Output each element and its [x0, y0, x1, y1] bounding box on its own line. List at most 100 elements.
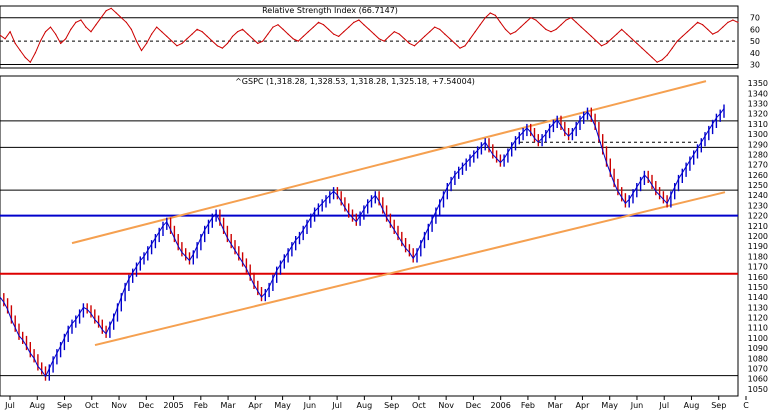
- x-tick-label: Dec: [466, 401, 481, 410]
- rsi-point: [515, 31, 517, 33]
- rsi-point: [216, 45, 218, 47]
- rsi-point: [474, 31, 476, 33]
- rsi-point: [383, 40, 385, 42]
- rsi-point: [0, 34, 1, 36]
- price-y-tick-label: 1140: [748, 293, 768, 302]
- price-y-tick-label: 1160: [748, 273, 768, 282]
- rsi-point: [469, 38, 471, 40]
- rsi-point: [621, 28, 623, 30]
- rsi-point: [666, 54, 668, 56]
- price-y-tick-label: 1350: [748, 79, 768, 88]
- rsi-point: [115, 12, 117, 14]
- rsi-point: [600, 45, 603, 47]
- rsi-point: [378, 38, 380, 40]
- trend-channel-line: [94, 191, 726, 347]
- rsi-point: [575, 21, 577, 23]
- rsi-point: [550, 31, 552, 33]
- rsi-point: [201, 31, 203, 33]
- price-layer: [0, 80, 738, 381]
- rsi-point: [626, 33, 628, 35]
- rsi-point: [95, 24, 97, 26]
- x-tick-label: Nov: [438, 401, 454, 410]
- price-y-tick-label: 1260: [748, 171, 768, 180]
- rsi-point: [358, 19, 360, 21]
- rsi-point: [408, 42, 410, 45]
- rsi-point: [555, 28, 557, 30]
- rsi-point: [70, 28, 72, 30]
- price-y-tick-label: 1280: [748, 150, 768, 159]
- x-tick-label: Apr: [248, 401, 263, 410]
- price-y-tick-label: 1120: [748, 314, 768, 323]
- x-tick-label: Feb: [521, 401, 535, 410]
- x-tick-label: Jul: [658, 401, 669, 410]
- rsi-point: [530, 17, 532, 19]
- price-y-tick-label: 1240: [748, 191, 768, 200]
- rsi-point: [14, 42, 16, 45]
- rsi-point: [413, 45, 416, 47]
- rsi-point: [611, 38, 613, 40]
- rsi-point: [479, 24, 481, 26]
- rsi-point: [702, 24, 704, 26]
- rsi-point: [338, 35, 340, 38]
- rsi-point: [100, 17, 102, 19]
- rsi-point: [90, 31, 92, 33]
- rsi-point: [656, 61, 658, 63]
- price-y-tick-label: 1130: [748, 303, 768, 312]
- price-y-tick-label: 1290: [748, 140, 768, 149]
- rsi-point: [570, 17, 572, 19]
- rsi-point: [509, 33, 512, 35]
- rsi-point: [4, 38, 6, 40]
- price-y-tick-label: 1270: [748, 161, 768, 170]
- rsi-point: [646, 52, 648, 54]
- rsi-point: [459, 47, 461, 49]
- price-y-tick-label: 1050: [748, 385, 768, 394]
- rsi-point: [85, 26, 87, 28]
- rsi-point: [535, 19, 537, 21]
- rsi-point: [661, 59, 663, 61]
- axis-layer: 3040506070105010601070108010901100111011…: [4, 14, 768, 410]
- rsi-point: [565, 19, 567, 21]
- rsi-y-tick-label: 40: [750, 49, 760, 58]
- rsi-point: [439, 28, 441, 30]
- rsi-point: [262, 40, 264, 42]
- rsi-point: [388, 35, 390, 38]
- rsi-point: [328, 28, 330, 30]
- rsi-point: [686, 31, 689, 33]
- rsi-point: [231, 35, 234, 38]
- rsi-point: [297, 40, 299, 42]
- x-tick-label: May: [601, 401, 618, 410]
- rsi-point: [226, 42, 229, 45]
- rsi-point: [24, 56, 26, 59]
- rsi-point: [110, 7, 112, 9]
- x-tick-label: Dec: [139, 401, 154, 410]
- rsi-point: [181, 42, 183, 45]
- x-tick-label: Aug: [357, 401, 373, 410]
- rsi-point: [196, 28, 198, 30]
- rsi-point: [333, 33, 335, 35]
- rsi-point: [348, 26, 350, 28]
- x-tick-label: C: [743, 401, 749, 410]
- x-tick-label: Jul: [4, 401, 15, 410]
- trend-channel-line: [71, 80, 707, 245]
- rsi-point: [484, 17, 486, 19]
- price-panel-frame: [0, 75, 739, 397]
- x-tick-label: Apr: [576, 401, 591, 410]
- x-tick-label: Jul: [331, 401, 342, 410]
- rsi-point: [499, 21, 501, 23]
- rsi-point: [520, 26, 522, 28]
- price-y-tick-label: 1300: [748, 130, 768, 139]
- rsi-point: [418, 40, 421, 42]
- price-y-tick-label: 1170: [748, 263, 768, 272]
- rsi-point: [29, 61, 31, 63]
- rsi-point: [540, 24, 542, 26]
- rsi-point: [489, 12, 491, 14]
- rsi-point: [49, 26, 52, 28]
- rsi-point: [651, 56, 653, 59]
- x-tick-label: Nov: [111, 401, 127, 410]
- x-tick-label: Oct: [412, 401, 426, 410]
- price-title: ^GSPC (1,318.28, 1,328.53, 1,318.28, 1,3…: [235, 77, 475, 86]
- rsi-point: [161, 31, 163, 33]
- rsi-point: [504, 28, 507, 30]
- rsi-point: [55, 33, 57, 35]
